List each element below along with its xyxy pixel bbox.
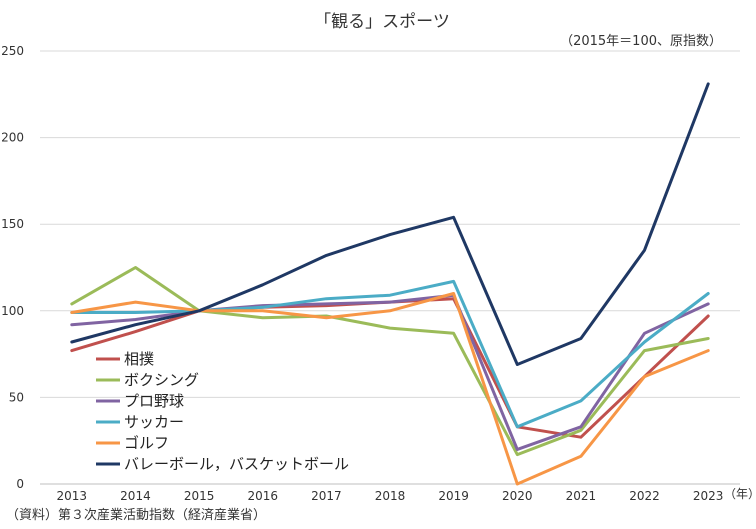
legend-label: プロ野球 [124, 392, 184, 410]
y-tick-label: 100 [1, 304, 24, 318]
x-tick-label: 2017 [311, 489, 342, 503]
x-tick-label: 2016 [247, 489, 278, 503]
y-tick-label: 150 [1, 217, 24, 231]
x-axis: 2013 2014 2015 2016 2017 2018 2019 2020 2021 2022… [40, 483, 740, 503]
index-note: （2015年＝100、原指数） [560, 34, 722, 49]
x-tick-label: 2020 [502, 489, 533, 503]
series-line [70, 279, 710, 429]
x-tick-label: 2014 [120, 489, 151, 503]
legend-label: サッカー [124, 413, 184, 431]
y-tick-label: 200 [1, 131, 24, 145]
source-note: （資料）第３次産業活動指数（経済産業省） [6, 507, 266, 523]
series-line [70, 82, 710, 366]
x-tick-label: 2018 [375, 489, 406, 503]
x-tick-label: 2019 [438, 489, 469, 503]
x-tick-label: 2015 [184, 489, 215, 503]
series-line [70, 293, 710, 451]
series-line [70, 266, 710, 457]
x-unit-label: （年） [724, 487, 756, 501]
y-tick-label: 250 [1, 44, 24, 58]
legend-label: バレーボール，バスケットボール [124, 455, 349, 473]
y-tick-label: 0 [16, 477, 24, 491]
legend-label: 相撲 [124, 350, 154, 368]
x-tick-label: 2022 [629, 489, 660, 503]
series-line [70, 292, 710, 486]
y-tick-label: 50 [9, 390, 24, 404]
series-lines [70, 82, 710, 486]
legend-label: ゴルフ [124, 434, 169, 452]
x-tick-label: 2023 [693, 489, 724, 503]
y-axis: 0 50 100 150 200 250 [1, 44, 740, 491]
legend-label: ボクシング [124, 371, 199, 389]
chart-title: 「観る」スポーツ [314, 12, 450, 32]
x-tick-label: 2013 [57, 489, 88, 503]
x-tick-label: 2021 [566, 489, 597, 503]
